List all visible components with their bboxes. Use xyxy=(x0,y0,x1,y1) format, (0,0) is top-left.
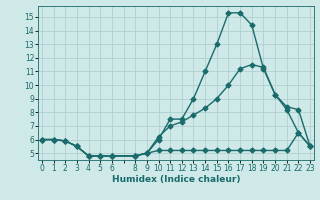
X-axis label: Humidex (Indice chaleur): Humidex (Indice chaleur) xyxy=(112,175,240,184)
